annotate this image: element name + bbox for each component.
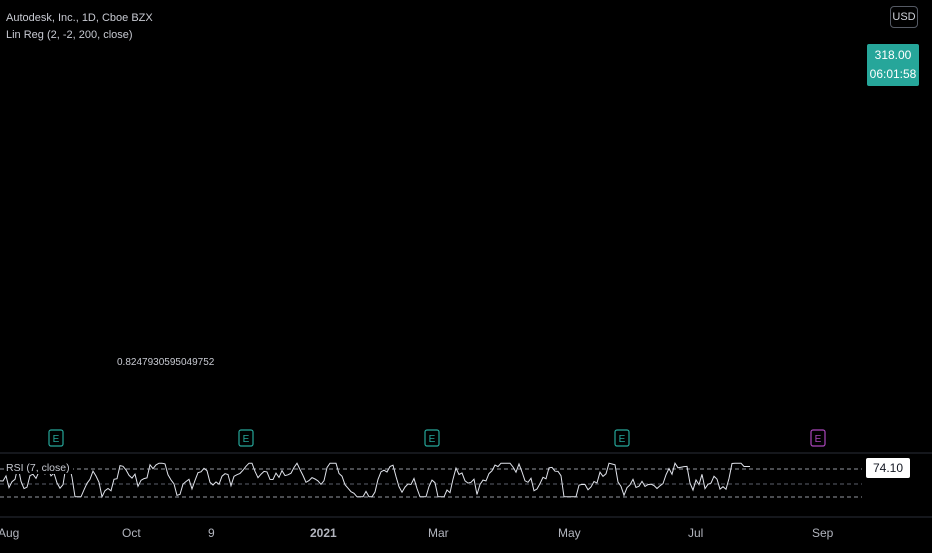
earnings-icon[interactable]: E	[238, 429, 254, 447]
svg-text:E: E	[243, 434, 250, 445]
time-axis-label: Mar	[428, 526, 449, 540]
svg-text:E: E	[53, 434, 60, 445]
time-axis-label: Oct	[122, 526, 141, 540]
time-axis-label: 9	[208, 526, 215, 540]
time-axis-label: 2021	[310, 526, 337, 540]
last-price-value: 318.00	[874, 48, 912, 62]
earnings-icon[interactable]: E	[48, 429, 64, 447]
currency-button[interactable]: USD	[890, 6, 918, 28]
rsi-legend[interactable]: RSI (7, close)	[6, 462, 73, 474]
rsi-line	[0, 461, 750, 499]
chart-legend: Autodesk, Inc., 1D, Cboe BZX Lin Reg (2,…	[6, 10, 153, 44]
linreg-legend[interactable]: Lin Reg (2, -2, 200, close)	[6, 29, 133, 41]
earnings-icon[interactable]: E	[424, 429, 440, 447]
time-axis-label: Aug	[0, 526, 19, 540]
svg-text:E: E	[619, 434, 626, 445]
svg-text:E: E	[429, 434, 436, 445]
time-axis[interactable]: Aug Oct 9 2021 Mar May Jul Sep	[0, 526, 834, 540]
time-axis-label: Jul	[688, 526, 703, 540]
earnings-icon[interactable]: E	[614, 429, 630, 447]
symbol-title[interactable]: Autodesk, Inc., 1D, Cboe BZX	[6, 12, 153, 24]
rsi-value-label: 74.10	[866, 458, 910, 478]
regression-annotation: 0.8247930595049752	[117, 357, 215, 368]
rsi-pane[interactable]	[0, 461, 862, 499]
time-axis-label: May	[558, 526, 581, 540]
earnings-icon[interactable]: E	[810, 429, 826, 447]
time-axis-label: Sep	[812, 526, 834, 540]
bar-countdown: 06:01:58	[869, 67, 917, 81]
svg-text:E: E	[815, 434, 822, 445]
last-price-label: 318.00 06:01:58	[867, 44, 919, 86]
